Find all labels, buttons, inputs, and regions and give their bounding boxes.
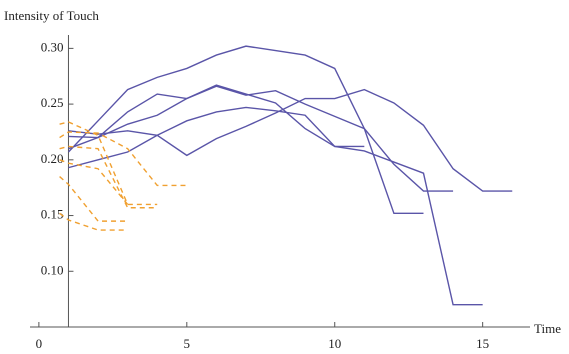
y-axis-label: Intensity of Touch xyxy=(4,8,99,23)
series-line xyxy=(59,212,128,231)
series-line xyxy=(59,176,128,222)
x-axis-label: Time xyxy=(534,321,561,336)
series-line xyxy=(59,131,187,187)
series-line xyxy=(68,106,365,169)
y-tick-label: 0.25 xyxy=(41,95,64,110)
series-line xyxy=(68,88,513,192)
x-tick-label: 10 xyxy=(328,336,341,351)
series-line xyxy=(59,121,158,206)
y-tick-label: 0.15 xyxy=(41,207,64,222)
x-tick-label: 5 xyxy=(184,336,191,351)
series-line xyxy=(68,85,424,215)
y-tick-label: 0.10 xyxy=(41,262,64,277)
x-tick-label: 0 xyxy=(36,336,43,351)
series-line xyxy=(59,159,129,205)
y-tick-label: 0.20 xyxy=(41,151,64,166)
series-line xyxy=(59,145,158,209)
series-line xyxy=(67,45,454,192)
series-line xyxy=(68,84,483,306)
y-tick-label: 0.30 xyxy=(41,39,64,54)
x-tick-label: 15 xyxy=(476,336,489,351)
